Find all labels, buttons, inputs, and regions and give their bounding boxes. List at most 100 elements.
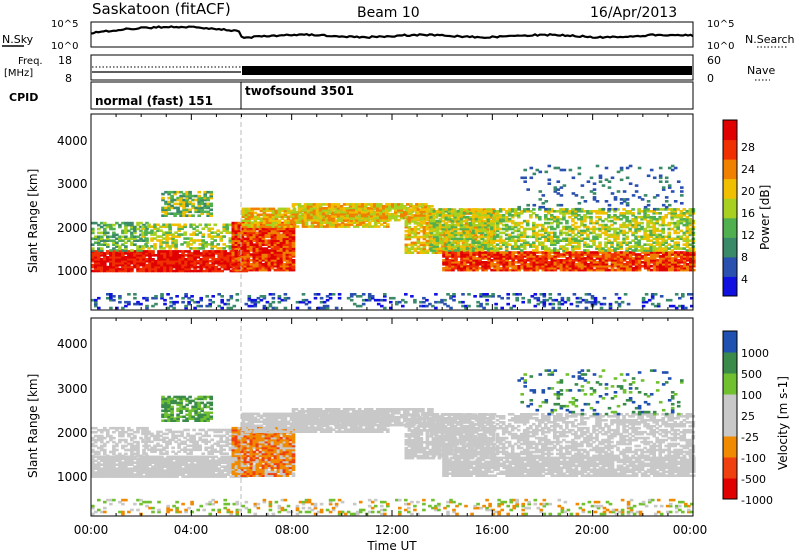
rti-cell [271, 207, 276, 211]
rti-cell [229, 256, 234, 259]
rti-cell [288, 233, 293, 237]
rti-cell [565, 247, 569, 250]
rti-cell [285, 251, 290, 254]
rti-cell [472, 255, 476, 258]
rti-cell [504, 227, 509, 231]
rti-cell [664, 241, 668, 244]
rti-cell [133, 296, 137, 300]
rti-cell [391, 203, 395, 206]
rti-cell [541, 268, 546, 272]
rti-cell [303, 207, 308, 210]
rti-cell [550, 241, 554, 244]
rti-cell [246, 261, 251, 264]
rti-cell [270, 255, 275, 258]
rti-cell [643, 247, 647, 250]
rti-cell [489, 229, 494, 233]
rti-cell [283, 219, 288, 222]
rti-cell [622, 268, 627, 272]
rti-cell [100, 254, 104, 257]
rti-cell [640, 221, 644, 225]
rti-cell [652, 207, 657, 211]
rti-cell [577, 172, 582, 176]
rti-cell [97, 296, 101, 300]
rti-cell [456, 239, 461, 242]
rti-cell [422, 220, 427, 223]
rti-cell [136, 254, 140, 257]
rti-cell [279, 229, 284, 233]
rti-cell [168, 229, 172, 232]
rti-cell [520, 251, 524, 254]
rti-cell [163, 261, 167, 265]
rti-cell [271, 225, 276, 228]
rti-cell [193, 265, 197, 269]
rti-cell [196, 259, 200, 263]
rti-cell [511, 264, 515, 268]
rti-cell [425, 224, 430, 227]
rti-cell [637, 255, 642, 258]
rti-cell [432, 221, 437, 225]
rti-cell [516, 237, 521, 241]
rti-cell [193, 269, 197, 273]
rti-cell [520, 264, 524, 268]
rti-cell [100, 252, 104, 255]
rti-cell [526, 259, 530, 262]
rti-cell [550, 237, 554, 241]
rti-cell [634, 235, 638, 239]
rti-cell [470, 245, 475, 249]
rti-cell [637, 239, 641, 242]
rti-cell [577, 241, 581, 244]
rti-cell [109, 259, 113, 263]
rti-cell [410, 241, 415, 245]
rti-cell [171, 241, 175, 244]
rti-cell [176, 202, 180, 206]
rti-cell [541, 243, 545, 246]
rti-cell [658, 233, 662, 237]
rti-cell [676, 237, 680, 241]
rti-cell [124, 249, 128, 252]
rti-cell [339, 212, 344, 216]
rti-cell [619, 255, 624, 258]
rti-cell [429, 231, 434, 235]
rti-cell [456, 231, 461, 235]
rti-cell [139, 256, 143, 259]
rti-cell [115, 233, 119, 237]
rti-cell [133, 258, 137, 261]
rti-cell [165, 239, 169, 242]
rti-cell [169, 267, 173, 271]
rti-cell [652, 261, 657, 264]
rti-cell [264, 259, 269, 262]
rti-cell [625, 225, 629, 229]
rti-cell [634, 241, 638, 244]
rti-cell [419, 225, 424, 229]
rti-cell [456, 221, 461, 225]
rti-cell [562, 266, 567, 270]
rti-cell [277, 215, 282, 219]
rti-cell [184, 261, 188, 265]
rti-cell [571, 176, 576, 180]
rti-cell [161, 210, 165, 214]
rti-cell [288, 235, 293, 239]
rti-cell [382, 207, 386, 210]
rti-cell [637, 212, 641, 215]
rti-cell [444, 208, 449, 211]
rti-cell [449, 224, 454, 227]
rti-cell [640, 247, 644, 250]
rti-cell [565, 266, 570, 270]
rti-cell [601, 268, 606, 272]
rti-cell [429, 221, 434, 225]
rti-cell [474, 229, 479, 233]
rti-cell [234, 245, 239, 248]
rti-cell [446, 229, 451, 233]
rti-cell [484, 257, 488, 260]
rti-cell [589, 245, 593, 248]
rti-cell [190, 295, 194, 298]
rti-cell [616, 268, 621, 272]
rti-cell [407, 216, 412, 219]
rti-cell [504, 241, 509, 244]
rti-cell [163, 269, 167, 273]
rti-cell [538, 233, 542, 237]
rti-cell [162, 237, 166, 240]
rti-cell [478, 263, 482, 266]
rti-cell [628, 255, 633, 258]
rti-cell [453, 215, 458, 219]
